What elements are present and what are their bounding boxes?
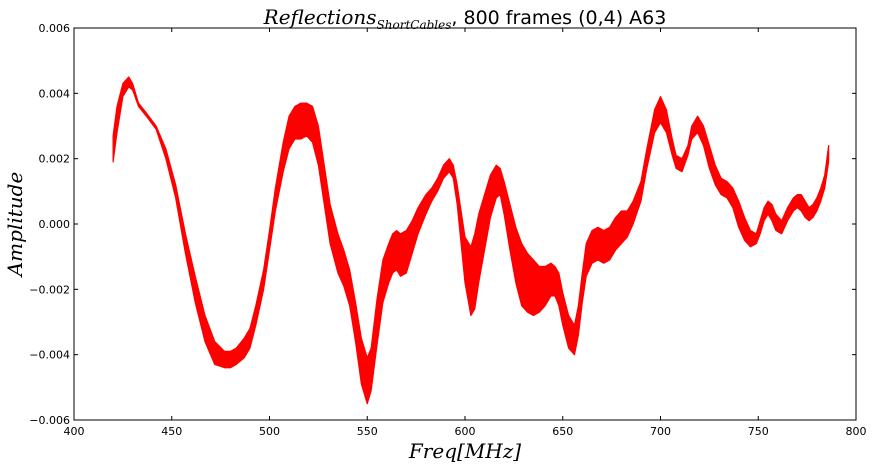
title-math-main: Reflections [263, 5, 377, 29]
plot-background [74, 28, 856, 420]
y-tick-label: −0.004 [29, 349, 70, 362]
title-math-subscript: ShortCables [377, 18, 452, 32]
x-tick-label: 650 [552, 425, 573, 438]
x-tick-label: 500 [259, 425, 280, 438]
y-tick-label: 0.002 [39, 153, 71, 166]
title-rest: , 800 frames (0,4) A63 [451, 7, 666, 29]
x-tick-label: 800 [846, 425, 867, 438]
x-tick-label: 750 [748, 425, 769, 438]
x-tick-label: 550 [357, 425, 378, 438]
y-tick-label: 0.006 [39, 22, 71, 35]
series-band-0 [112, 76, 830, 405]
y-tick-label: 0.004 [39, 87, 71, 100]
x-tick-label: 400 [64, 425, 85, 438]
y-tick-label: −0.006 [29, 414, 70, 427]
x-tick-label: 600 [455, 425, 476, 438]
chart-title: ReflectionsShortCables, 800 frames (0,4)… [263, 5, 667, 32]
ticks-layer: 400 450 500 550 600 650 700 750 800 −0.006 −0.004 −… [29, 22, 866, 438]
x-axis-label: Freq[MHz] [408, 439, 521, 463]
y-tick-label: 0.000 [39, 218, 71, 231]
y-axis-label: Amplitude [3, 172, 27, 279]
y-tick-label: −0.002 [29, 283, 70, 296]
series-layer [112, 76, 830, 405]
plot-frame [73, 27, 857, 421]
x-tick-label: 450 [161, 425, 182, 438]
x-tick-label: 700 [650, 425, 671, 438]
